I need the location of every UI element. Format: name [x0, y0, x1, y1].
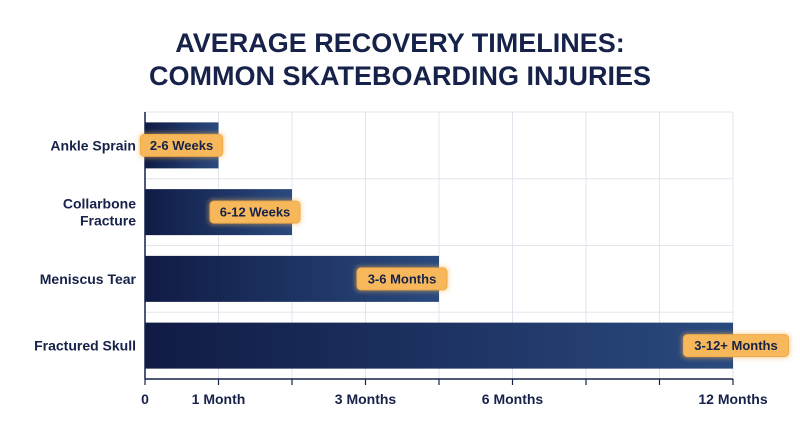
- bars: [145, 122, 733, 369]
- data-label-box: [139, 133, 224, 157]
- data-label-box: [356, 267, 448, 291]
- chart-title-line-2: COMMON SKATEBOARDING INJURIES: [149, 61, 651, 91]
- category-label: Ankle Sprain: [50, 137, 136, 153]
- data-label: 3-6 Months: [368, 271, 437, 286]
- x-tick-label: 12 Months: [698, 391, 767, 407]
- data-label: 3-12+ Months: [694, 338, 777, 353]
- x-tick-label: 3 Months: [335, 391, 397, 407]
- data-labels: 2-6 Weeks 6-12 Weeks 3-6 Months 3-12+ Month…: [138, 132, 791, 359]
- data-label: 2-6 Weeks: [150, 138, 213, 153]
- x-tick-label: 1 Month: [192, 391, 246, 407]
- chart-title-line-1: AVERAGE RECOVERY TIMELINES:: [175, 28, 625, 58]
- x-tick-label: 0: [141, 391, 149, 407]
- category-label: Fracture: [80, 213, 136, 229]
- bar: [145, 322, 733, 369]
- data-label-box: [682, 334, 790, 358]
- category-label: Fractured Skull: [34, 338, 136, 354]
- category-label: Collarbone: [63, 196, 136, 212]
- category-label: Meniscus Tear: [40, 271, 137, 287]
- data-label-box: [209, 200, 301, 224]
- x-axis: 0 1 Month 3 Months 6 Months 12 Months: [141, 112, 768, 407]
- data-label: 6-12 Weeks: [220, 205, 291, 220]
- x-tick-label: 6 Months: [482, 391, 544, 407]
